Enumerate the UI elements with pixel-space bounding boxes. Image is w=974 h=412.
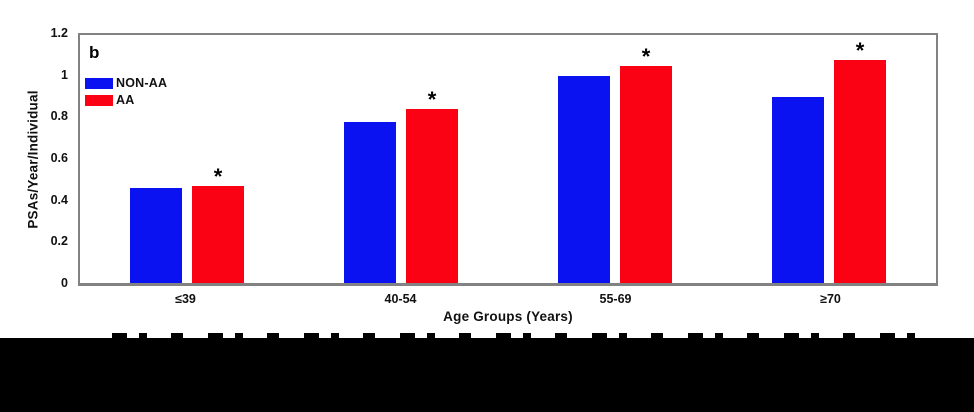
panel-letter: b <box>89 43 100 62</box>
y-tick: 0.8 <box>50 109 68 124</box>
bar-aa-le39: * <box>192 165 244 283</box>
legend-swatch-aa <box>85 94 113 106</box>
bar-non-aa-40-54 <box>344 121 396 283</box>
legend-swatch-non-aa <box>85 77 113 89</box>
x-tick-le39: ≤39 <box>175 292 196 306</box>
bar-non-aa-ge70 <box>772 97 824 283</box>
y-tick: 0.6 <box>50 151 68 165</box>
y-tick: 0.4 <box>50 192 68 207</box>
x-axis-ticks: ≤39 40-54 55-69 ≥70 <box>78 292 938 306</box>
y-tick: 0.2 <box>50 234 68 249</box>
x-tick-55-69: 55-69 <box>599 292 632 306</box>
y-tick: 1 <box>61 67 68 82</box>
legend: NON-AA AA <box>85 76 167 110</box>
y-tick: 0 <box>61 276 68 290</box>
legend-item-aa: AA <box>85 93 167 107</box>
x-tick-ge70: ≥70 <box>820 292 841 306</box>
bar-group-40-54: * <box>294 35 508 283</box>
significance-asterisk: * <box>855 37 865 63</box>
occluded-caption-letter-tops <box>112 333 934 338</box>
legend-label-aa: AA <box>116 93 135 107</box>
bar-group-55-69: * <box>508 35 722 283</box>
significance-asterisk: * <box>427 87 437 113</box>
x-tick-40-54: 40-54 <box>384 292 417 306</box>
plot-area: * * * * b <box>78 33 938 286</box>
legend-label-non-aa: NON-AA <box>116 76 168 90</box>
bar-aa-40-54: * <box>406 89 458 283</box>
bar-non-aa-le39 <box>130 187 182 283</box>
y-axis-ticks: 0 0.2 0.4 0.6 0.8 1 1.2 <box>0 26 72 290</box>
y-tick: 1.2 <box>50 26 68 40</box>
bar-group-ge70: * <box>722 35 936 283</box>
legend-item-non-aa: NON-AA <box>85 76 167 90</box>
bar-aa-55-69: * <box>620 46 672 283</box>
significance-asterisk: * <box>641 44 651 69</box>
redacted-caption-bar <box>0 338 974 412</box>
bar-group-le39: * <box>80 35 294 283</box>
bar-groups: * * * * <box>80 35 936 283</box>
significance-asterisk: * <box>213 163 223 189</box>
bar-aa-ge70: * <box>834 39 886 283</box>
x-axis-label: Age Groups (Years) <box>443 309 573 324</box>
bar-non-aa-55-69 <box>558 76 610 283</box>
